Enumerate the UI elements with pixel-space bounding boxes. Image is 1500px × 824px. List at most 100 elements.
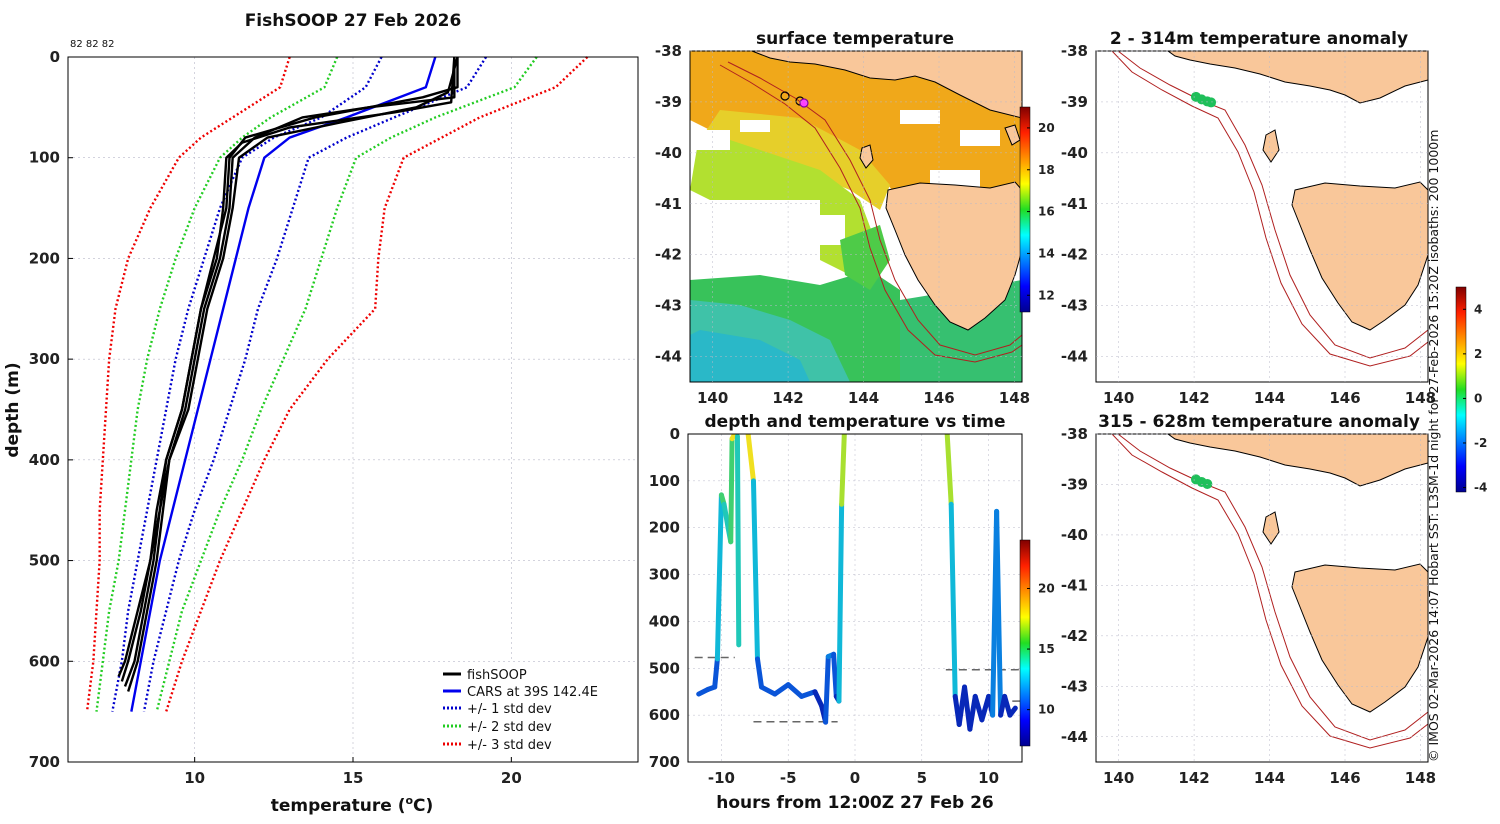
profile-title: FishSOOP 27 Feb 2026 (245, 11, 462, 31)
sst-y-tick-label: -38 (655, 42, 682, 60)
anomaly-top-y-tick-label: -38 (1061, 42, 1088, 60)
sst-current-position (799, 98, 809, 108)
sst-x-tick-label: 142 (772, 389, 803, 407)
fishsoop-profile-3 (127, 56, 459, 692)
fishsoop-profile-4 (117, 56, 456, 677)
depth-time-segment-3 (944, 434, 954, 507)
anomaly-top-y-tick-label: -39 (1061, 93, 1088, 111)
anomaly-bottom-map (1096, 434, 1428, 762)
depth-time-segment-2 (750, 478, 760, 662)
time-y-tick-label: 300 (649, 566, 680, 584)
anomaly-bottom-y-tick-label: -40 (1061, 526, 1088, 544)
std1-minus-line (111, 56, 383, 712)
depth-time-segment-1 (734, 434, 742, 648)
anomaly-bottom-y-ticks: -38 -39 -40 -41 -42 -43 -44 (1061, 425, 1428, 746)
sst-y-ticks: -38 -39 -40 -41 -42 -43 -44 (655, 42, 1022, 366)
depth-time-segment-2 (839, 434, 847, 507)
profile-y-tick-label: 500 (29, 552, 60, 570)
time-colorbar-ticks: 20 15 10 (1027, 581, 1055, 717)
anomaly-bottom-x-tick-label: 148 (1405, 769, 1436, 787)
time-x-axis-label: hours from 12:00Z 27 Feb 26 (716, 793, 994, 813)
depth-time-segment-2 (812, 689, 825, 709)
anomaly-top-map (1096, 51, 1428, 382)
anomaly-bottom-x-tick-label: 144 (1254, 769, 1285, 787)
time-x-tick-label: -5 (780, 769, 797, 787)
time-y-tick-label: 0 (670, 425, 680, 443)
anomaly-top-x-tick-label: 148 (1405, 389, 1436, 407)
sst-colorbar-tick-label: 20 (1038, 121, 1055, 135)
fishsoop-profile-1 (120, 57, 459, 682)
anomaly-top-x-tick-label: 142 (1178, 389, 1209, 407)
profile-y-tick-label: 100 (29, 149, 60, 167)
sst-mainland (751, 51, 1022, 119)
sst-title: surface temperature (756, 29, 954, 49)
anomaly-top-y-tick-label: -43 (1061, 297, 1088, 315)
time-x-tick-label: 10 (978, 769, 999, 787)
cars-line (130, 56, 437, 712)
legend-entry-fishsoop: fishSOOP (467, 668, 527, 683)
time-grid (688, 434, 1022, 762)
anomaly-colorbar-tick-label: -4 (1474, 481, 1487, 495)
depth-time-segment-3 (994, 508, 1004, 718)
anomaly-panel-bottom: 315 - 628m temperature anomaly -38 -39 -40… (1061, 412, 1436, 787)
anomaly-bottom-y-tick-label: -42 (1061, 627, 1088, 645)
depth-time-segment-2 (836, 501, 845, 704)
time-y-tick-label: 200 (649, 519, 680, 537)
depth-time-segment-3 (948, 501, 958, 699)
std1-plus-line (142, 56, 488, 712)
anomaly-colorbar-tick-label: 2 (1474, 347, 1482, 361)
depth-time-segment-1 (728, 436, 735, 545)
anomaly-colorbar-ticks: 4 2 0 -2 -4 (1463, 302, 1487, 495)
time-panel: depth and temperature vs time 0100200300… (649, 412, 1055, 813)
profile-x-tick-label: 10 (184, 769, 205, 787)
std2-minus-line (95, 56, 339, 712)
std3-plus-line (165, 56, 589, 713)
anomaly-bottom-y-tick-label: -41 (1061, 576, 1088, 594)
std2-plus-line (155, 56, 538, 712)
anomaly-top-point (1206, 97, 1217, 108)
depth-time-segment-3 (1007, 705, 1018, 718)
anomaly-panel-top: 2 - 314m temperature anomaly -38 -39 -40 -4… (1061, 29, 1436, 407)
depth-time-segment-2 (785, 682, 805, 699)
credit-text: © IMOS 02-Mar-2026 14:07 Hobart SST: L3S… (1426, 130, 1441, 762)
sst-x-tick-label: 148 (999, 389, 1030, 407)
legend-entry-cars: CARS at 39S 142.4E (467, 685, 598, 700)
anomaly-bottom-x-tick-label: 140 (1103, 769, 1134, 787)
anomaly-top-x-tick-label: 144 (1254, 389, 1285, 407)
anomaly-bottom-y-tick-label: -44 (1061, 728, 1088, 746)
sst-y-tick-label: -43 (655, 297, 682, 315)
profile-y-tick-label: 600 (29, 652, 60, 670)
anomaly-colorbar-tick-label: 0 (1474, 391, 1482, 405)
profile-y-ticks: 0 100 200 300 400 500 600 700 (29, 48, 73, 771)
time-series (694, 434, 1022, 732)
anomaly-top-y-tick-label: -44 (1061, 348, 1088, 366)
profile-x-axis-label: temperature (oC) (271, 794, 434, 816)
profile-y-tick-label: 0 (50, 48, 60, 66)
anomaly-bottom-point (1202, 478, 1213, 489)
anomaly-colorbar-tick-label: 4 (1474, 302, 1482, 316)
anomaly-top-y-tick-label: -42 (1061, 246, 1088, 264)
anomaly-colorbar-tick-label: -2 (1474, 436, 1487, 450)
sst-y-tick-label: -41 (655, 195, 682, 213)
anomaly-bottom-title: 315 - 628m temperature anomaly (1098, 412, 1420, 432)
time-colorbar-tick-label: 10 (1038, 703, 1055, 717)
depth-time-segment-1 (712, 656, 720, 690)
sst-x-ticks: 140 142 144 146 148 (697, 51, 1030, 407)
depth-time-segment-3 (1002, 693, 1013, 718)
anomaly-bottom-x-tick-label: 142 (1178, 769, 1209, 787)
sst-y-tick-label: -44 (655, 348, 682, 366)
depth-time-segment-2 (754, 656, 764, 690)
anomaly-top-x-tick-label: 146 (1329, 389, 1360, 407)
anomaly-top-x-tick-label: 140 (1103, 389, 1134, 407)
sst-colorbar-tick-label: 18 (1038, 163, 1055, 177)
depth-time-segment-2 (745, 434, 756, 484)
time-y-tick-label: 400 (649, 612, 680, 630)
anomaly-bottom-y-tick-label: -39 (1061, 475, 1088, 493)
anomaly-top-y-tick-label: -41 (1061, 195, 1088, 213)
sst-colorbar (1019, 106, 1031, 313)
time-y-tick-label: 500 (649, 659, 680, 677)
sst-panel: surface temperature (655, 29, 1055, 407)
anomaly-bottom-y-tick-label: -43 (1061, 677, 1088, 695)
anomaly-top-x-ticks: 140 142 144 146 148 (1103, 51, 1436, 407)
